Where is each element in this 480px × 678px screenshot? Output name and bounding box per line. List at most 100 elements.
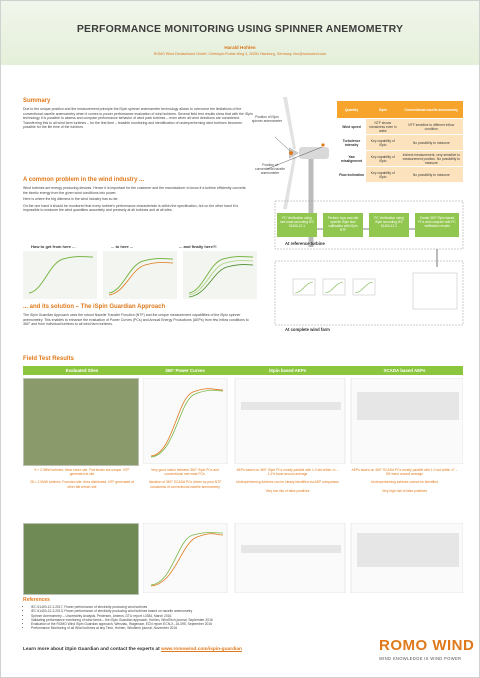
band [241,545,341,553]
chart-panel [234,523,346,593]
curve [150,389,224,458]
curve [150,533,224,587]
note: 9 × 2.3MW turbines. Near shore site. Fla… [34,468,130,477]
field-notes: AEPs based on 360° iSpin PCs mostly para… [233,468,342,497]
note: AEPs based on 360° SCADA PCs mostly para… [351,468,458,477]
panel [183,251,257,299]
flow-step: Create 360° iSpin based PCs and compare … [415,213,459,237]
header-cell: Quantity [337,101,367,119]
flow-label: At reference turbine [285,241,325,246]
note: Very good match between 360° iSpin PCs a… [151,468,219,477]
table-cell: NTF shows robustness even in wake [366,118,400,135]
header-cell: Conventional nacelle anemometry [399,101,463,119]
diagram-label: Position of conventional nacelle anemome… [255,163,285,175]
curve [150,532,224,586]
table-cell: Flow inclination [337,166,367,183]
field-notes: Very good match between 360° iSpin PCs a… [145,468,225,493]
flow-step: PC Verification using met-mast according… [277,213,317,237]
flow-step: Perform topo and site specific iSpin flo… [323,213,363,237]
table-row: Wind speed NTF shows robustness even in w… [337,118,463,135]
table-cell: Key capability of iSpin [366,134,400,151]
reference: Validating performance monitoring of win… [31,618,331,622]
field-header-bar: Evaluated Sites 360° Power Curves iSpin ba… [23,366,463,375]
table-row: Flow inclination Key capability of iSpin N… [337,166,463,183]
flow-step: PC Verification using iSpin according IE… [369,213,409,237]
logo: ROMO WIND [379,637,475,654]
spinner [289,147,299,159]
reference: IEC 61400-12-1:2017, Power performance o… [31,605,331,609]
step-label: ... to here ... [111,244,134,249]
note: Underperforming turbines cannot be ident… [371,480,438,485]
curve [294,281,374,294]
curve [188,256,254,294]
footer-link[interactable]: www.romowind.com/ispin-guardian [161,647,242,652]
column-header: iSpin based AEPs [268,368,307,373]
table-row: Turbulence intensity Key capability of iS… [337,134,463,151]
table-header: Quantity iSpin Conventional nacelle anem… [337,101,463,119]
table-cell: Key capability of iSpin [366,166,400,183]
diagram-label: Position of iSpin spinner anemometer [251,115,283,123]
band [357,392,459,420]
paragraph: Here is where the big dilemma in the win… [23,197,119,201]
table-cell: Wind speed [337,118,367,135]
result-charts-bottom [143,523,463,593]
field-heading: Field Test Results [23,356,74,362]
table-cell: Indirect measurement, very sensitive to … [399,150,463,167]
flow-label: At complete wind farm [285,327,330,332]
footer-text: Learn more about iSpin Guardian and cont… [23,647,242,652]
curve [150,388,224,457]
solution-text: The iSpin Guardian Approach uses the rob… [23,313,249,329]
pointer [266,146,323,170]
summary-heading: Summary [23,98,51,104]
note: Very low risk of false positives [265,488,310,493]
note: Underperforming turbines can be clearly … [235,480,340,485]
flowchart-frame [274,200,464,326]
band [241,402,341,410]
header-band [1,1,479,65]
note: 28 × 2.0MW turbines. Forested site. Area… [30,480,134,489]
curve [188,264,254,298]
chart-panel [143,523,228,593]
field-notes: 9 × 2.3MW turbines. Near shore site. Fla… [27,468,137,493]
summary-text: Due to the unique position and the measu… [23,107,255,132]
paragraph: The iSpin Guardian Approach uses the rob… [23,313,249,326]
table-body: Wind speed NTF shows robustness even in w… [337,118,463,183]
note: AEPs based on 360° iSpin PCs mostly para… [236,468,339,477]
paragraph: Due to the unique position and the measu… [23,107,253,129]
column-header: SCADA based AEPs [383,368,426,373]
curve [108,262,174,296]
blade [283,97,296,149]
paragraph: On the one hand it should be monitored t… [23,203,239,213]
site-photo [23,523,139,595]
panel [23,251,97,299]
pointer [274,136,291,152]
footer-lead: Learn more about iSpin Guardian and cont… [23,647,160,652]
table-cell: No possibility to measure [399,134,463,151]
reference: Spinner Anemometry – Uncertainty Analysi… [31,614,331,618]
chart-panel [143,378,228,464]
chart-panel [234,378,346,464]
site-photo [23,378,139,466]
table-row: Yaw misalignment Key capability of iSpin I… [337,150,463,167]
blade [283,157,296,209]
nacelle-anemometer [321,143,325,147]
curve [28,256,94,294]
author: Harald Hohlen [224,45,256,50]
references-heading: References [23,597,50,603]
comparison-table: Quantity iSpin Conventional nacelle anem… [337,101,463,183]
curve [188,260,254,296]
reference: Performance Monitoring of all Wind turbi… [31,626,331,630]
nacelle [299,147,329,159]
affiliation: ROMO Wind Deutschland GmbH, Christoph-Pr… [153,52,327,56]
field-notes: AEPs based on 360° SCADA PCs mostly para… [350,468,459,497]
problem-text: Wind turbines are energy producing devic… [23,186,249,215]
step-label: How to get from here ... [31,244,76,249]
result-charts-top [143,378,463,464]
table-cell: No possibility to measure [399,166,463,183]
step-label: ... and finally here?! [179,244,217,249]
paragraph: Wind turbines are energy producing devic… [23,186,246,195]
problem-heading: A common problem in the wind industry ..… [23,177,145,183]
journey-graphic [23,251,257,299]
